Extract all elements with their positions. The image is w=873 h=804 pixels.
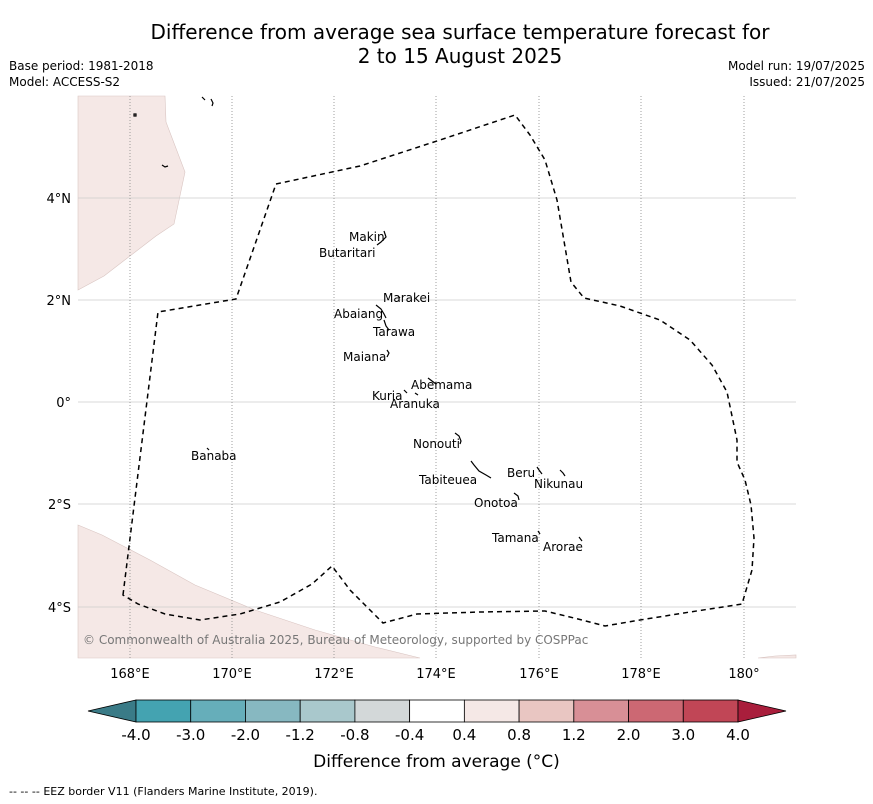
- colorbar-tick-label: -0.4: [395, 726, 424, 744]
- colorbar-box: [628, 699, 684, 723]
- meta-left: Base period: 1981-2018 Model: ACCESS-S2: [9, 58, 154, 90]
- colorbar-tick-label: -1.2: [286, 726, 315, 744]
- island-label-beru: Beru: [507, 466, 535, 480]
- anomaly-region-southwest: [77, 524, 421, 659]
- issued-date: Issued: 21/07/2025: [749, 75, 865, 89]
- lon-tick-174e: 174°E: [416, 667, 456, 682]
- colorbar-tick-label: -2.0: [231, 726, 260, 744]
- colorbar-tick-label: 3.0: [671, 726, 695, 744]
- colorbar-box: [245, 699, 301, 723]
- colorbar-box: [463, 699, 520, 723]
- island-label-aranuka: Aranuka: [390, 397, 440, 411]
- lat-tick-labels: 4°N 2°N 0° 2°S 4°S: [47, 192, 72, 616]
- lon-tick-180: 180°: [728, 667, 759, 682]
- base-period: Base period: 1981-2018: [9, 59, 154, 73]
- colorbar-box: [299, 699, 356, 723]
- colorbar-box: [682, 699, 739, 723]
- chart-title: Difference from average sea surface temp…: [0, 20, 873, 68]
- colorbar-box: [354, 699, 411, 723]
- model-run: Model run: 19/07/2025: [727, 59, 865, 73]
- title-line-2: 2 to 15 August 2025: [357, 44, 563, 68]
- lon-tick-168e: 168°E: [110, 667, 150, 682]
- colorbar-box: [573, 699, 629, 723]
- island-labels: Makin Butaritari Marakei Abaiang Tarawa …: [191, 230, 583, 554]
- anomaly-region-southeast: [757, 654, 797, 659]
- island-label-abemama: Abemama: [411, 378, 472, 392]
- lat-gridlines: [78, 197, 796, 608]
- island-label-makin: Makin: [349, 230, 385, 244]
- colorbar-tick-label: 1.2: [562, 726, 586, 744]
- lon-tick-labels: 168°E 170°E 172°E 174°E 176°E 178°E 180°: [110, 667, 759, 682]
- colorbar-box: [409, 699, 465, 723]
- colorbar-arrow-high: [737, 699, 787, 723]
- island-label-kuria: Kuria: [372, 389, 403, 403]
- colorbar-arrow-low: [87, 699, 137, 723]
- colorbar-tick-label: 4.0: [726, 726, 750, 744]
- island-label-onotoa: Onotoa: [474, 496, 518, 510]
- colorbar-tick-label: 0.4: [452, 726, 476, 744]
- eez-border: [122, 114, 755, 627]
- island-label-abaiang: Abaiang: [334, 307, 383, 321]
- lat-tick-4s: 4°S: [48, 601, 71, 616]
- title-line-1: Difference from average sea surface temp…: [150, 20, 770, 44]
- colorbar-tick-label: -3.0: [176, 726, 205, 744]
- island-label-butaritari: Butaritari: [319, 246, 376, 260]
- island-label-nonouti: Nonouti: [413, 437, 460, 451]
- lon-tick-176e: 176°E: [519, 667, 559, 682]
- colorbar-tick-label: -0.8: [340, 726, 369, 744]
- eez-legend-text: EEZ border V11 (Flanders Marine Institut…: [43, 785, 318, 798]
- model-name: Model: ACCESS-S2: [9, 75, 121, 89]
- eez-legend-symbol: -- -- --: [9, 785, 40, 798]
- island-label-marakei: Marakei: [383, 291, 430, 305]
- lat-tick-2n: 2°N: [47, 294, 72, 309]
- atoll-outlines: [133, 96, 583, 542]
- copyright-text: © Commonwealth of Australia 2025, Bureau…: [83, 633, 588, 647]
- lon-tick-178e: 178°E: [621, 667, 661, 682]
- colorbar: [87, 699, 787, 723]
- colorbar-box: [518, 699, 575, 723]
- colorbar-tick-label: -4.0: [121, 726, 150, 744]
- lon-tick-172e: 172°E: [314, 667, 354, 682]
- island-label-tamana: Tamana: [491, 531, 539, 545]
- colorbar-label: Difference from average (°C): [313, 752, 560, 772]
- island-label-tarawa: Tarawa: [372, 325, 415, 339]
- island-label-arorae: Arorae: [543, 540, 583, 554]
- colorbar-box: [190, 699, 246, 723]
- lon-tick-170e: 170°E: [212, 667, 252, 682]
- meta-right: Model run: 19/07/2025 Issued: 21/07/2025: [728, 58, 865, 90]
- footer: -- -- -- EEZ border V11 (Flanders Marine…: [9, 785, 317, 798]
- lon-gridlines: [129, 96, 745, 658]
- colorbar-tick-labels: -4.0 -3.0 -2.0 -1.2 -0.8 -0.4 0.4 0.8 1.2 2.0 3.0 4…: [121, 726, 750, 744]
- lat-tick-0: 0°: [56, 396, 71, 411]
- colorbar-box: [135, 699, 192, 723]
- anomaly-region-northwest: [77, 95, 186, 291]
- island-label-banaba: Banaba: [191, 449, 237, 463]
- island-label-tabiteuea: Tabiteuea: [418, 473, 477, 487]
- island-label-maiana: Maiana: [343, 350, 386, 364]
- lat-tick-2s: 2°S: [48, 498, 71, 513]
- colorbar-tick-label: 2.0: [617, 726, 641, 744]
- colorbar-tick-label: 0.8: [507, 726, 531, 744]
- lat-tick-4n: 4°N: [47, 192, 72, 207]
- island-label-nikunau: Nikunau: [534, 477, 583, 491]
